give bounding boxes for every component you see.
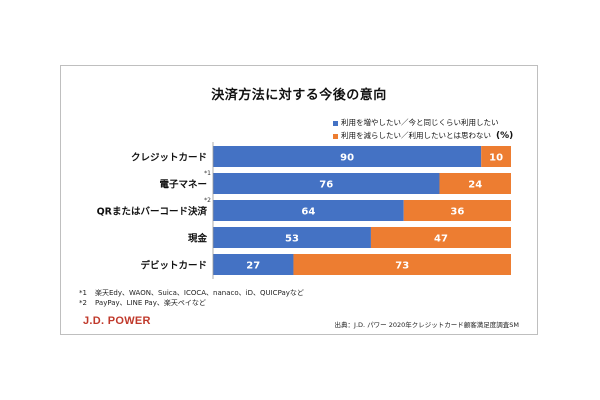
bar-value-label-2-series-1: 36 bbox=[450, 207, 464, 218]
bar-0-series-0 bbox=[213, 146, 482, 167]
bar-value-label-3-series-0: 53 bbox=[285, 234, 299, 245]
legend-item-series-1: 利用を減らしたい／利用したいとは思わない bbox=[333, 129, 499, 142]
bar-value-label-0-series-1: 10 bbox=[489, 153, 503, 164]
footnote-2-text: PayPay、LINE Pay、楽天ペイなど bbox=[95, 299, 206, 307]
legend-swatch-series-0 bbox=[333, 120, 338, 126]
source-note: 出典：J.D. パワー 2020年クレジットカード顧客満足度調査SM bbox=[334, 321, 519, 329]
legend-label-series-0: 利用を増やしたい／今と同じくらい利用したい bbox=[341, 118, 499, 127]
bar-chart-plot: クレジットカード 90 10 電子マネー *1 76 24 QRまたはバーコード決済 *2 64 3… bbox=[97, 142, 511, 279]
jd-power-logo: J.D. POWER bbox=[83, 315, 151, 327]
footnote-2: *2 PayPay、LINE Pay、楽天ペイなど bbox=[79, 298, 304, 308]
category-label-1: 電子マネー bbox=[159, 179, 207, 191]
category-label-2: QRまたはバーコード決済 bbox=[97, 206, 208, 218]
legend: 利用を増やしたい／今と同じくらい利用したい 利用を減らしたい／利用したいとは思わ… bbox=[333, 116, 499, 142]
bar-4-series-0 bbox=[213, 254, 294, 275]
footnote-1-text: 楽天Edy、WAON、Suica、ICOCA、nanaco、iD、QUICPay… bbox=[95, 289, 304, 297]
bar-value-label-4-series-0: 27 bbox=[246, 261, 260, 272]
chart-frame: 決済方法に対する今後の意向 利用を増やしたい／今と同じくらい利用したい 利用を減… bbox=[60, 65, 538, 335]
category-label-3: 現金 bbox=[188, 233, 208, 245]
footnote-1-key: *1 bbox=[79, 289, 87, 297]
footnote-2-key: *2 bbox=[79, 299, 87, 307]
bar-value-label-2-series-0: 64 bbox=[301, 207, 315, 218]
bar-1-series-1 bbox=[439, 173, 511, 194]
category-note-2: *2 bbox=[204, 197, 211, 204]
footnotes: *1 楽天Edy、WAON、Suica、ICOCA、nanaco、iD、QUICP… bbox=[79, 288, 304, 308]
bar-value-label-4-series-1: 73 bbox=[395, 261, 409, 272]
legend-label-series-1: 利用を減らしたい／利用したいとは思わない bbox=[341, 131, 491, 140]
bar-value-label-3-series-1: 47 bbox=[434, 234, 448, 245]
bar-3-series-1 bbox=[370, 227, 511, 248]
footnote-1: *1 楽天Edy、WAON、Suica、ICOCA、nanaco、iD、QUICP… bbox=[79, 288, 304, 298]
bar-2-series-0 bbox=[213, 200, 404, 221]
bar-value-label-1-series-1: 24 bbox=[468, 180, 482, 191]
bar-3-series-0 bbox=[213, 227, 371, 248]
bar-value-label-1-series-0: 76 bbox=[319, 180, 333, 191]
bar-0-series-1 bbox=[481, 146, 511, 167]
category-label-4: デビットカード bbox=[140, 260, 207, 272]
bar-value-label-0-series-0: 90 bbox=[340, 153, 354, 164]
legend-swatch-series-1 bbox=[333, 133, 338, 139]
legend-item-series-0: 利用を増やしたい／今と同じくらい利用したい bbox=[333, 116, 499, 129]
unit-label: (%) bbox=[496, 131, 514, 141]
chart-title: 決済方法に対する今後の意向 bbox=[211, 88, 387, 103]
category-label-0: クレジットカード bbox=[131, 153, 207, 164]
bar-4-series-1 bbox=[293, 254, 511, 275]
bar-1-series-0 bbox=[213, 173, 440, 194]
bar-2-series-1 bbox=[403, 200, 511, 221]
category-note-1: *1 bbox=[204, 170, 211, 177]
